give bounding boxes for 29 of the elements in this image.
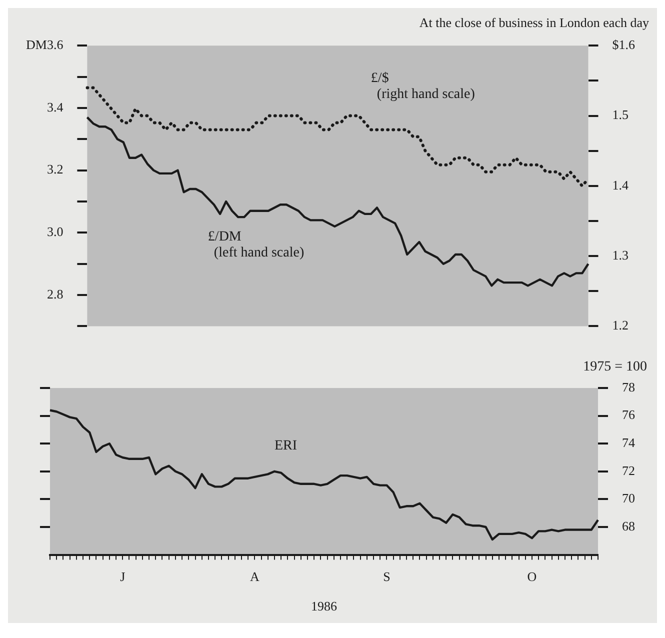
y2-tick-label: 1.4 [612,177,629,192]
text: £/$ [370,70,389,86]
y2-tick-label: 76 [622,407,636,422]
y2-tick-label: $1.6 [612,37,636,52]
y-tick-label: 3.4 [46,99,64,114]
y2-tick-label: 70 [622,490,635,506]
y2-tick-label: 1.3 [612,247,628,262]
y2-tick-label: 68 [622,518,635,534]
x-axis-title: 1986 [311,598,338,614]
y2-tick-label: 78 [622,379,635,394]
y2-axis-title: 1975 = 100 [583,360,647,375]
y-tick-label: 3.2 [46,162,64,177]
series-label: ERI [274,438,298,454]
y2-tick-label: 1.2 [612,318,628,333]
x-tick-label: J [120,569,126,584]
y-tick-label: 2.8 [46,286,64,302]
line-series [86,86,590,188]
y2-tick-label: 1.5 [612,107,628,122]
series-label: £/DM [208,229,242,244]
annotation: (right hand scale) [376,86,476,102]
y2-tick-label: 74 [622,435,636,450]
chart-subtitle: At the close of business in London each day [419,15,650,30]
annotation: (left hand scale) [214,245,304,260]
x-tick-label: O [527,569,537,584]
y-tick-label: DM3.6 [26,37,64,52]
y2-tick-label: 72 [622,462,635,478]
x-tick-label: S [383,569,390,584]
y-tick-label: 3.0 [46,224,64,240]
x-tick-label: A [250,569,260,584]
